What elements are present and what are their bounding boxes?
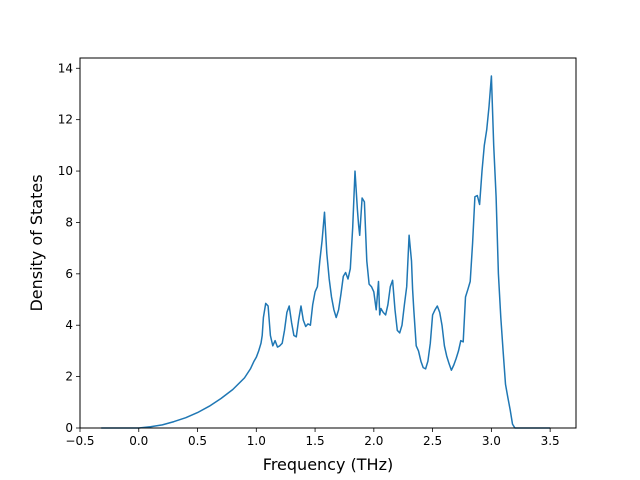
y-tick-label: 0 <box>65 421 73 435</box>
x-tick-label: 3.0 <box>482 434 501 448</box>
y-tick-label: 2 <box>65 370 73 384</box>
y-tick-label: 4 <box>65 318 73 332</box>
y-tick-label: 12 <box>58 113 73 127</box>
x-tick-label: 2.0 <box>364 434 383 448</box>
x-tick-label: 1.5 <box>306 434 325 448</box>
plot-line-layer <box>101 75 551 429</box>
y-tick-label: 14 <box>58 61 73 75</box>
x-tick-label: 0.0 <box>129 434 148 448</box>
y-tick-label: 10 <box>58 164 73 178</box>
x-axis-label: Frequency (THz) <box>263 455 393 474</box>
dos-series-line <box>101 75 551 429</box>
y-tick-label: 8 <box>65 215 73 229</box>
y-tick-label: 6 <box>65 267 73 281</box>
y-axis-label: Density of States <box>27 174 46 311</box>
x-tick-label: −0.5 <box>65 434 94 448</box>
y-axis-ticks: 0 2 4 6 8 10 12 14 <box>58 61 80 435</box>
x-tick-label: 1.0 <box>247 434 266 448</box>
x-axis-ticks: −0.5 0.0 0.5 1.0 1.5 2.0 2.5 3.0 3.5 <box>65 428 560 448</box>
x-tick-label: 2.5 <box>423 434 442 448</box>
x-tick-label: 3.5 <box>541 434 560 448</box>
x-tick-label: 0.5 <box>188 434 207 448</box>
plot-frame <box>79 57 577 429</box>
